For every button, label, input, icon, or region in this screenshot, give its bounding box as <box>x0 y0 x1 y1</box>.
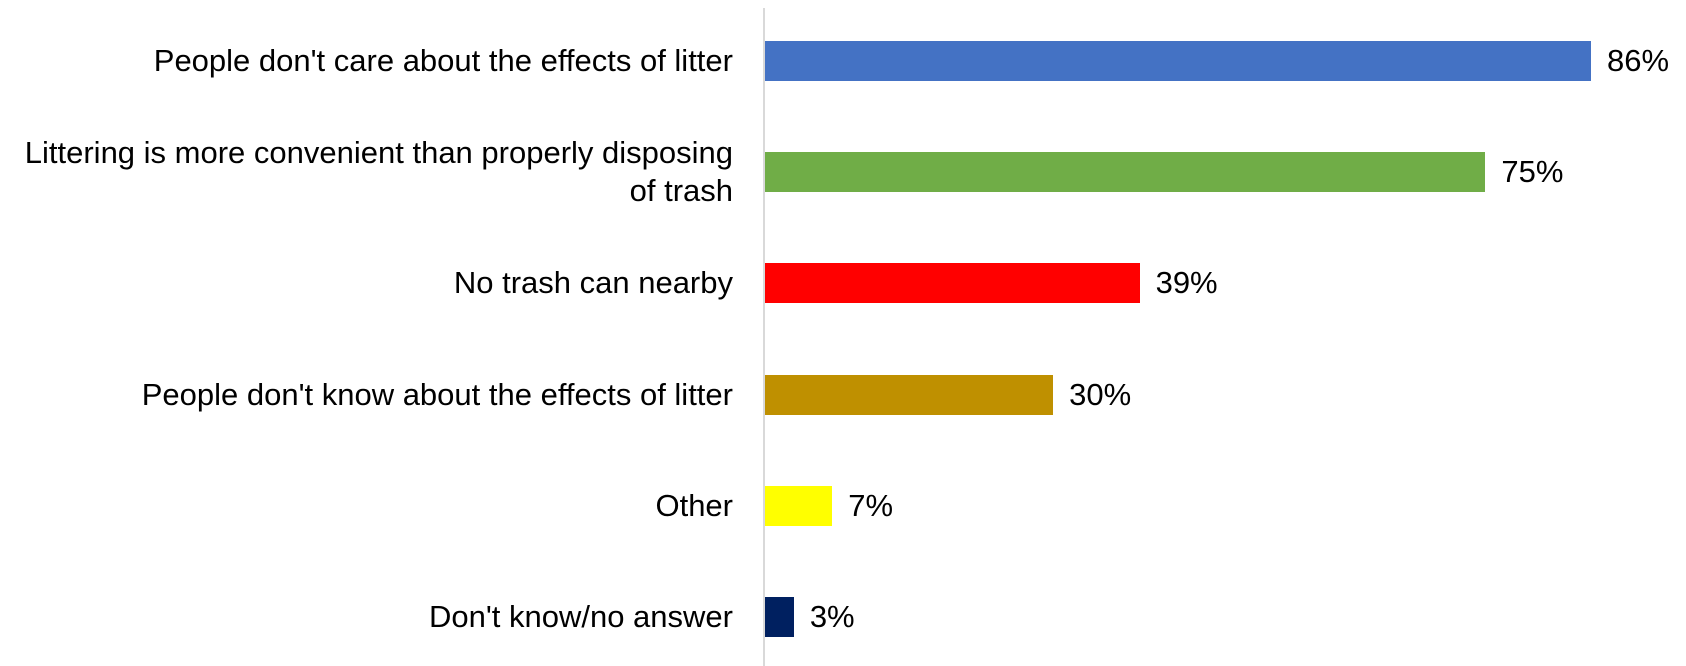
category-label: Littering is more convenient than proper… <box>24 135 733 209</box>
category-label: No trash can nearby <box>453 265 733 301</box>
value-label: 39% <box>1155 265 1218 301</box>
bar <box>765 152 1486 193</box>
bar <box>765 485 833 526</box>
value-label: 75% <box>1501 154 1564 190</box>
value-label: 86% <box>1607 43 1670 78</box>
category-label: Don't know/no answer <box>428 599 733 634</box>
bar <box>765 374 1054 415</box>
value-label: 30% <box>1069 376 1132 412</box>
category-axis <box>763 8 765 666</box>
category-label: People don't care about the effects of l… <box>153 43 733 78</box>
bar <box>765 263 1140 304</box>
category-label: People don't know about the effects of l… <box>141 376 733 412</box>
category-label: Other <box>655 487 733 523</box>
bar <box>765 597 794 637</box>
bar <box>765 41 1591 81</box>
value-label: 3% <box>809 599 855 634</box>
value-label: 7% <box>848 487 894 523</box>
